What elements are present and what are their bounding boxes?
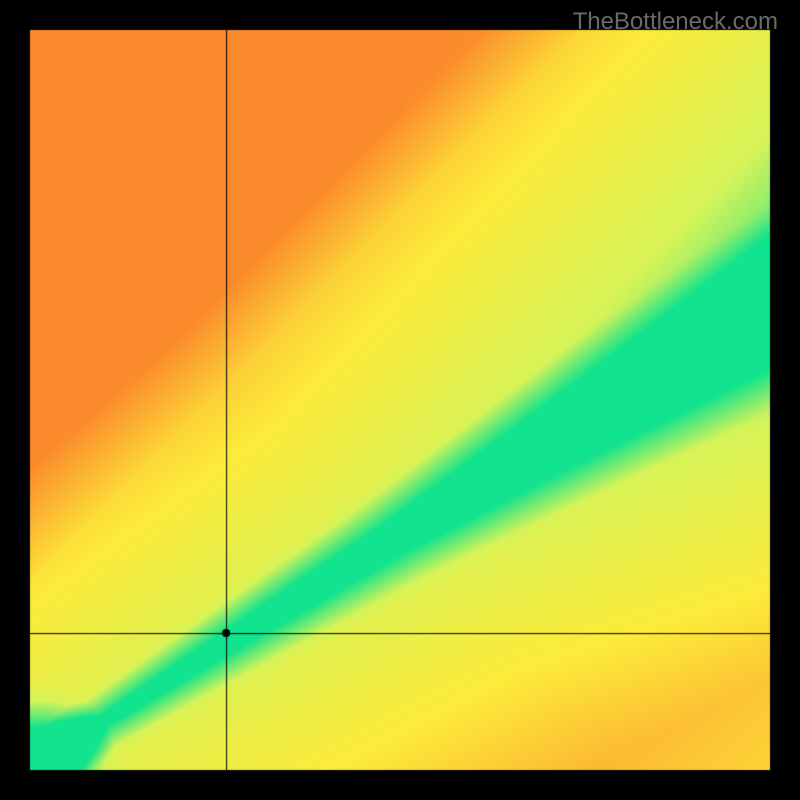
chart-container: TheBottleneck.com <box>0 0 800 800</box>
bottleneck-heatmap <box>0 0 800 800</box>
watermark-text: TheBottleneck.com <box>573 8 778 36</box>
